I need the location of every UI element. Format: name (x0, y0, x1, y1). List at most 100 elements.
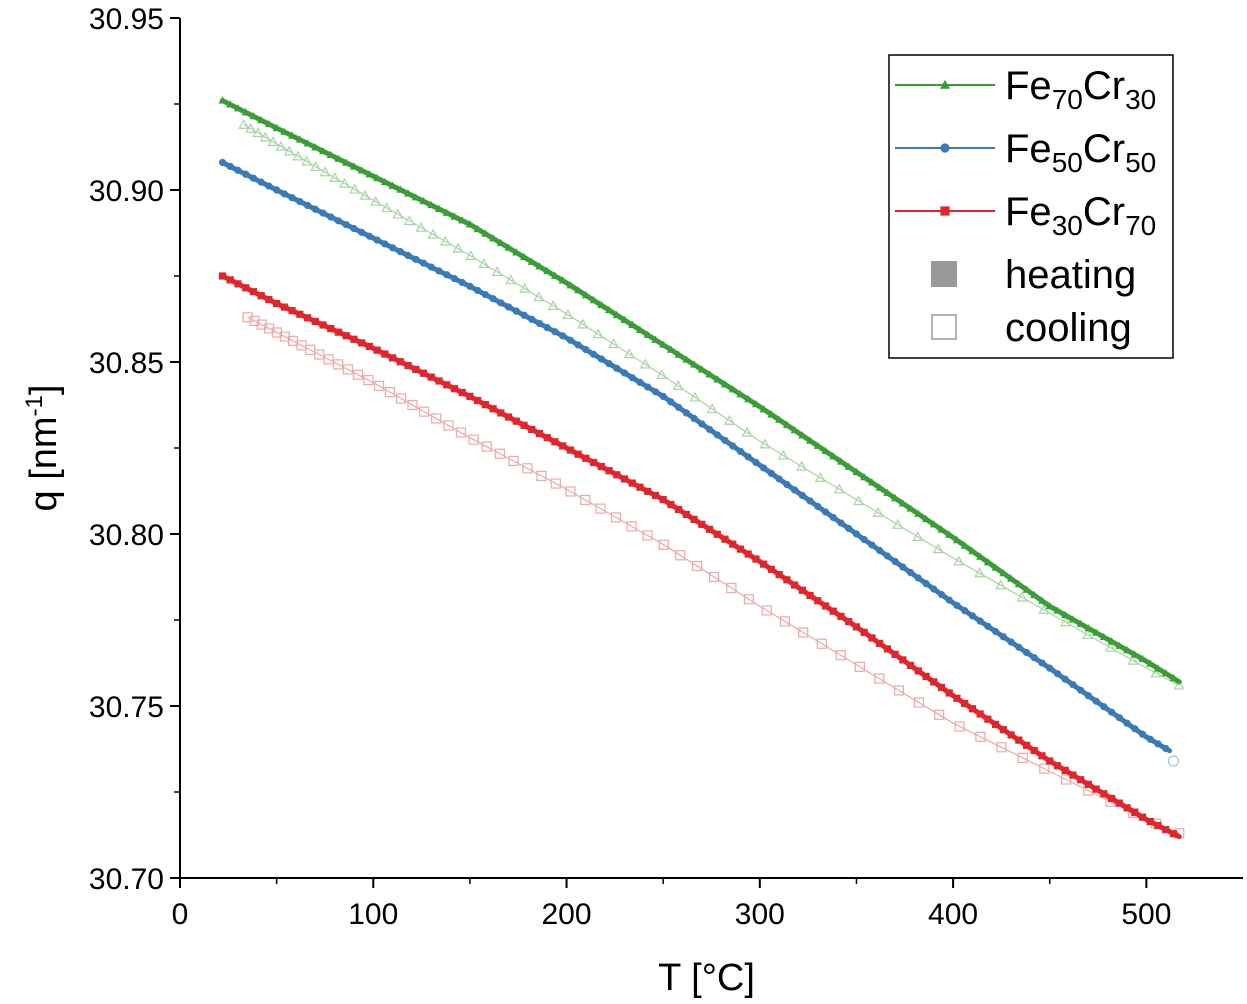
fe30cr70-cooling-point (407, 399, 418, 411)
axes: 0 100 200 300 400 500 30.70 30.75 30.80 30.85 30.9… (21, 3, 1243, 999)
fe70cr30-heating-point (860, 473, 869, 481)
fe50cr50-heating-point (1146, 735, 1154, 743)
fe70cr30-heating-point (1123, 646, 1132, 654)
fe70cr30-heating-point (496, 238, 505, 247)
fe30cr70-heating-point (605, 467, 613, 475)
fe70cr30-heating-point (991, 563, 1000, 571)
fe50cr50-heating-point (334, 217, 343, 225)
fe30cr70-heating-point (961, 699, 969, 708)
fe50cr50-heating-point (906, 568, 915, 577)
fe30cr70-heating-point (644, 487, 652, 495)
fe30cr70-cooling-point (468, 434, 479, 445)
fe30cr70-cooling-point (893, 685, 905, 696)
fe50cr50-heating-point (265, 182, 273, 190)
fe30cr70-heating-point (1077, 776, 1085, 784)
fe70cr30-heating-point (836, 457, 846, 465)
fe70cr30-cooling-point (672, 380, 684, 391)
fe30cr70-cooling-point (580, 494, 591, 506)
fe50cr50-heating-point (868, 541, 876, 549)
fe50cr50-heating-point (1154, 740, 1162, 748)
fe70cr30-cooling-point (833, 483, 845, 494)
fe30cr70-heating-point (566, 446, 575, 454)
y-tick-label: 30.85 (89, 347, 164, 380)
fe70cr30-heating-point (249, 112, 258, 120)
fe30cr70-heating-point (474, 396, 482, 405)
fe70cr30-heating-point (1115, 641, 1124, 649)
fe30cr70-heating-point (435, 377, 443, 385)
fe30cr70-heating-point (504, 413, 513, 421)
fe30cr70-heating-point (257, 292, 265, 300)
fe70cr30-heating-point (798, 431, 807, 439)
fe70cr30-heating-point (303, 139, 312, 147)
fe50cr50-heating-point (504, 303, 513, 311)
fe30cr70-heating-point (628, 479, 636, 487)
fe70cr30-cooling-point (381, 202, 393, 213)
fe30cr70-heating-point (891, 650, 899, 659)
fe30cr70-cooling-point (595, 503, 606, 514)
fe30cr70-cooling-point (443, 420, 454, 431)
fe70cr30-cooling-point (623, 348, 635, 359)
fe30cr70-heating-point (1123, 804, 1131, 812)
fe30cr70-cooling-point (363, 375, 374, 386)
fe30cr70-heating-point (667, 500, 675, 509)
fe30cr70-cooling-point (536, 470, 547, 481)
fe70cr30-cooling-point (292, 150, 304, 161)
fe70cr30-heating-point (465, 220, 474, 228)
fe70cr30-heating-point (651, 335, 660, 343)
fe70cr30-heating-point (504, 243, 513, 251)
fe30cr70-heating-point (760, 560, 768, 568)
fe70cr30-heating-point (744, 395, 753, 403)
fe30cr70-heating-point (296, 310, 304, 318)
fe50cr50-heating-point (984, 622, 992, 630)
fe30cr70-heating-point (273, 299, 281, 308)
fe30cr70-cooling-point (1061, 774, 1072, 785)
fe30cr70-heating-point (883, 645, 891, 653)
x-tick-label: 0 (172, 898, 189, 931)
fe70cr30-heating-point (898, 499, 907, 507)
fe70cr30-heating-point (813, 441, 822, 449)
fe30cr70-heating-point (458, 388, 466, 397)
fe50cr50-heating-point (736, 447, 745, 456)
legend-label-text: Fe (1005, 190, 1052, 234)
fe30cr70-heating-point (342, 332, 350, 340)
fe30cr70-heating-point (1084, 780, 1092, 789)
fe70cr30-heating-point (875, 483, 884, 491)
fe30cr70-heating-point (814, 597, 822, 605)
fe50cr50-heating-point (582, 346, 590, 354)
fe50cr50-heating-point (721, 436, 729, 445)
fe50cr50-heating-point (296, 197, 304, 206)
fe70cr30-heating-point (550, 271, 559, 279)
fe50cr50-heating-point (613, 364, 621, 372)
fe70cr30-heating-point (535, 262, 544, 270)
fe70cr30-heating-point (520, 252, 529, 261)
fe50cr50-heating-point (659, 392, 667, 400)
fe70cr30-heating-point (233, 104, 243, 112)
fe50cr50-heating-point (535, 319, 544, 328)
legend-label-subscript: 30 (1052, 210, 1083, 241)
fe50cr50-heating-point (767, 469, 776, 478)
fe30cr70-heating-point (899, 656, 907, 664)
fe30cr70-heating-point (1030, 746, 1038, 755)
fe50cr50-heating-point (644, 383, 652, 391)
fe30cr70-heating-point (976, 710, 984, 718)
fe70cr30-heating-point (697, 365, 706, 373)
fe50cr50-heating-point (1061, 675, 1069, 683)
fe70cr30-heating-point (342, 158, 351, 166)
fe70cr30-heating-point (264, 119, 273, 128)
fe70cr30-cooling-point (491, 266, 503, 277)
fe50cr50-heating-point (489, 295, 497, 303)
fe30cr70-cooling-point (431, 413, 442, 424)
fe50cr50-cooling-point (1167, 755, 1180, 767)
fe70cr30-cooling-point (392, 208, 404, 219)
fe70cr30-heating-point (1068, 615, 1077, 623)
fe70cr30-heating-point (566, 281, 575, 289)
fe30cr70-heating-point (396, 358, 404, 366)
fe50cr50-heating-point (775, 475, 783, 483)
fe30cr70-heating-point (937, 683, 946, 692)
fe30cr70-heating-point (466, 392, 474, 400)
fe70cr30-cooling-point (1150, 667, 1162, 678)
fe70cr30-heating-point (419, 197, 428, 205)
fe70cr30-cooling-point (238, 118, 250, 129)
fe70cr30-cooling-point (592, 328, 604, 339)
fe50cr50-heating-point (682, 409, 690, 417)
